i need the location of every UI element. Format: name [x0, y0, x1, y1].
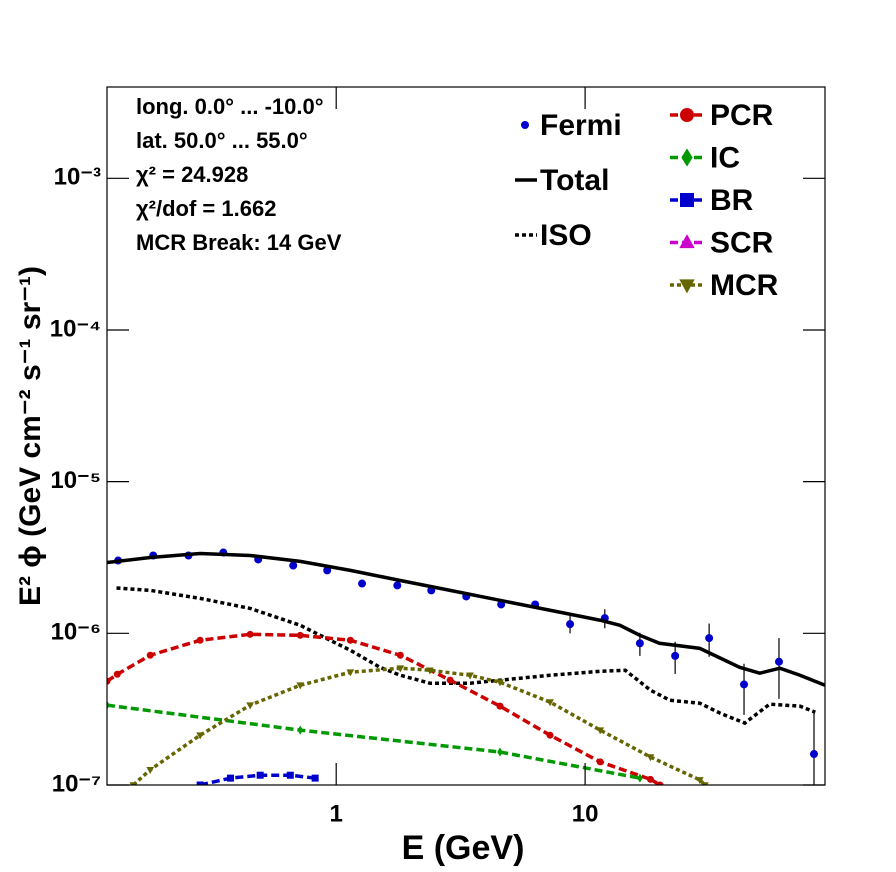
- marker: [566, 620, 575, 629]
- marker: [635, 639, 644, 648]
- legend-label: SCR: [710, 226, 774, 259]
- marker: [680, 108, 694, 122]
- marker: [346, 669, 355, 677]
- marker: [358, 579, 367, 588]
- marker: [246, 630, 254, 638]
- marker: [774, 657, 783, 666]
- marker: [679, 234, 695, 249]
- marker: [695, 777, 704, 785]
- marker: [146, 766, 155, 774]
- y-tick-label: 10⁻⁷: [52, 770, 101, 797]
- marker: [705, 634, 714, 643]
- marker: [396, 665, 405, 673]
- marker: [196, 636, 204, 644]
- marker: [681, 148, 693, 167]
- legend-label: IC: [710, 141, 740, 174]
- marker: [297, 725, 304, 735]
- marker: [596, 727, 605, 735]
- y-tick-label: 10⁻³: [54, 164, 101, 191]
- marker: [289, 561, 298, 570]
- marker: [323, 566, 332, 575]
- series-line: [107, 703, 641, 780]
- marker: [426, 667, 434, 675]
- marker: [596, 758, 604, 766]
- marker: [546, 699, 554, 707]
- marker: [679, 279, 695, 294]
- legend-label: BR: [710, 184, 754, 217]
- marker: [256, 771, 264, 779]
- marker: [637, 773, 643, 783]
- legend-label: Total: [540, 164, 609, 197]
- annotation: χ²/dof = 1.662: [136, 196, 276, 221]
- marker: [107, 700, 110, 710]
- marker: [311, 774, 319, 782]
- x-axis-label: E (GeV): [402, 829, 525, 867]
- marker: [646, 754, 655, 762]
- annotation: MCR Break: 14 GeV: [136, 230, 342, 255]
- marker: [646, 775, 654, 783]
- series-line: [107, 632, 661, 785]
- annotation: long. 0.0° ... -10.0°: [136, 94, 324, 119]
- marker: [740, 680, 749, 689]
- marker: [656, 781, 664, 785]
- marker: [107, 677, 111, 685]
- marker: [680, 193, 694, 207]
- marker: [396, 651, 404, 659]
- legend-label: ISO: [540, 219, 592, 252]
- legend-label: Fermi: [540, 109, 622, 142]
- marker: [393, 581, 402, 590]
- marker: [701, 782, 709, 785]
- marker: [496, 702, 504, 710]
- annotation: χ² = 24.928: [136, 162, 248, 187]
- marker: [810, 750, 819, 759]
- marker: [496, 679, 504, 687]
- marker: [286, 771, 294, 779]
- x-tick-label: 10: [572, 800, 599, 827]
- y-axis-label: E² ϕ (GeV cm⁻² s⁻¹ sr⁻¹): [14, 266, 47, 606]
- x-tick-label: 1: [330, 800, 343, 827]
- marker: [196, 732, 204, 740]
- marker: [446, 676, 454, 684]
- annotation: lat. 50.0° ... 55.0°: [136, 128, 308, 153]
- frame: [106, 86, 826, 786]
- marker: [296, 631, 304, 639]
- marker: [671, 651, 680, 660]
- plot-area: [107, 548, 825, 785]
- marker: [246, 702, 254, 710]
- marker: [521, 121, 529, 129]
- marker: [546, 731, 554, 739]
- legend-label: MCR: [710, 269, 779, 302]
- series-line: [132, 666, 707, 785]
- y-tick-label: 10⁻⁶: [51, 619, 101, 646]
- legend-label: PCR: [710, 99, 774, 132]
- marker: [146, 651, 154, 659]
- marker: [466, 672, 474, 680]
- marker: [346, 636, 354, 644]
- marker: [129, 782, 138, 785]
- marker: [226, 774, 234, 782]
- series-line: [107, 551, 825, 687]
- marker: [497, 747, 503, 757]
- marker: [296, 682, 305, 690]
- y-tick-label: 10⁻⁵: [50, 467, 101, 494]
- marker: [113, 670, 121, 678]
- marker: [196, 781, 204, 785]
- y-tick-label: 10⁻⁴: [50, 315, 101, 342]
